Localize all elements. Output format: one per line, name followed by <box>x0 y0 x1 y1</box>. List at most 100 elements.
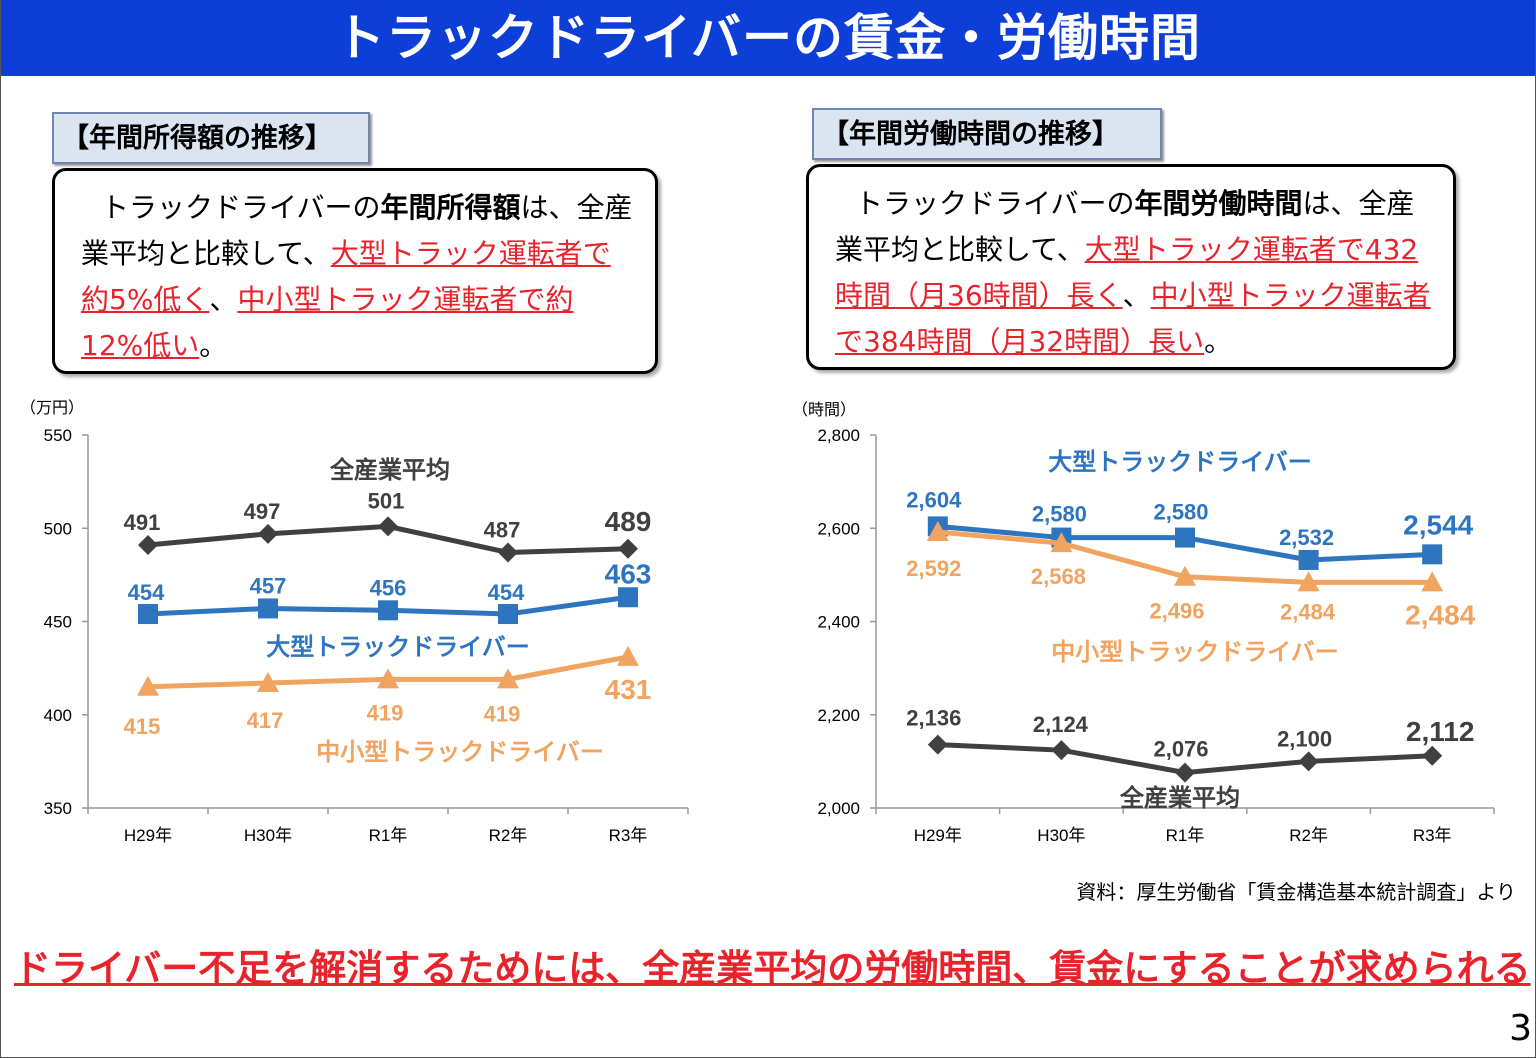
data-label: 419 <box>367 700 404 725</box>
data-label: 2,496 <box>1149 599 1204 624</box>
y-tick-label: 450 <box>44 613 72 632</box>
triangle-marker <box>1174 565 1196 586</box>
series-name-label: 中小型トラックドライバー <box>1051 639 1339 666</box>
diamond-marker <box>1051 740 1072 761</box>
right-desc-end: 。 <box>1204 325 1233 358</box>
triangle-marker <box>377 668 399 689</box>
left-section-label: 【年間所得額の推移】 <box>52 112 370 164</box>
diamond-marker <box>1422 745 1443 766</box>
left-chart-unit: （万円） <box>20 398 85 417</box>
diamond-marker <box>1298 751 1319 772</box>
data-label: 2,604 <box>906 487 962 512</box>
page-title: トラックドライバーの賃金・労働時間 <box>335 9 1201 67</box>
square-marker <box>1422 544 1443 565</box>
triangle-marker <box>1421 571 1444 592</box>
left-desc-red2: 中小型トラック運転者で約12%低い <box>81 283 574 362</box>
data-label: 2,112 <box>1406 716 1475 747</box>
triangle-marker <box>137 675 159 696</box>
square-marker <box>1298 549 1319 570</box>
series-name-label: 大型トラックドライバー <box>266 634 530 661</box>
x-tick-label: R3年 <box>609 826 648 845</box>
data-label: 417 <box>247 708 284 733</box>
y-tick-label: 2,600 <box>817 519 860 538</box>
diamond-marker <box>138 535 158 556</box>
title-bar: トラックドライバーの賃金・労働時間 <box>1 0 1535 76</box>
diamond-marker <box>1175 762 1195 783</box>
right-desc-mid: は、全産業平均と比較して、 <box>835 187 1415 266</box>
right-desc-red1: 大型トラック運転者で432時間（月36時間）長く <box>835 233 1419 312</box>
source-note: 資料：厚生労働省「賃金構造基本統計調査」より <box>1076 880 1516 904</box>
triangle-marker <box>497 668 519 689</box>
left-desc-bold: 年間所得額 <box>380 191 521 224</box>
data-label: 2,136 <box>906 706 961 731</box>
left-description-box: トラックドライバーの年間所得額は、全産業平均と比較して、大型トラック運転者で約5… <box>52 168 658 374</box>
series-name-label: 大型トラックドライバー <box>1048 449 1312 476</box>
x-tick-label: R2年 <box>489 826 528 845</box>
x-tick-label: H29年 <box>914 826 962 845</box>
x-tick-label: R2年 <box>1289 826 1328 845</box>
right-chart-unit: （時間） <box>792 400 857 419</box>
data-label: 2,580 <box>1153 500 1208 525</box>
data-label: 2,580 <box>1032 502 1087 527</box>
data-label: 491 <box>124 510 161 535</box>
series-name-label: 全産業平均 <box>1119 784 1240 812</box>
triangle-marker <box>926 520 949 541</box>
x-tick-label: R3年 <box>1413 826 1452 845</box>
diamond-marker <box>258 523 278 544</box>
series-name-label: 全産業平均 <box>329 456 450 484</box>
right-desc-red2: 中小型トラック運転者で384時間（月32時間）長い <box>835 279 1431 358</box>
square-marker <box>258 598 278 619</box>
data-label: 2,100 <box>1277 726 1332 751</box>
square-marker <box>1175 527 1195 548</box>
diamond-marker <box>618 538 638 559</box>
triangle-marker <box>257 672 279 693</box>
page-number: 3 <box>1509 1008 1532 1049</box>
data-label: 501 <box>368 488 405 513</box>
triangle-marker <box>617 645 639 666</box>
x-tick-label: R1年 <box>369 826 408 845</box>
conclusion-text: ドライバー不足を解消するためには、全産業平均の労働時間、賃金にすることが求められ… <box>14 947 1531 990</box>
data-label: 2,076 <box>1153 737 1208 762</box>
square-marker <box>138 604 158 625</box>
series-name-label: 中小型トラックドライバー <box>316 739 604 766</box>
data-label: 2,568 <box>1031 564 1086 589</box>
x-tick-label: H30年 <box>244 826 292 845</box>
data-label: 2,592 <box>906 556 961 581</box>
data-label: 415 <box>124 714 161 739</box>
data-label: 456 <box>370 575 407 600</box>
x-tick-label: H29年 <box>124 826 172 845</box>
data-label: 2,544 <box>1403 509 1473 540</box>
right-desc-bold: 年間労働時間 <box>1134 187 1303 220</box>
data-label: 457 <box>250 573 287 598</box>
data-label: 2,532 <box>1279 525 1334 550</box>
y-tick-label: 400 <box>44 706 72 725</box>
left-desc-prefix: トラックドライバーの <box>101 191 381 224</box>
data-label: 497 <box>244 499 281 524</box>
data-label: 2,124 <box>1033 712 1089 737</box>
diamond-marker <box>927 734 948 755</box>
x-tick-label: H30年 <box>1037 826 1085 845</box>
y-tick-label: 2,400 <box>817 613 860 632</box>
data-label: 419 <box>484 701 521 726</box>
square-marker <box>498 604 518 625</box>
diamond-marker <box>378 516 398 537</box>
y-tick-label: 2,800 <box>817 426 860 445</box>
left-desc-end: 。 <box>199 329 228 362</box>
right-desc-prefix: トラックドライバーの <box>855 187 1135 220</box>
diamond-marker <box>498 542 518 563</box>
data-label: 431 <box>605 674 652 705</box>
y-tick-label: 550 <box>44 426 72 445</box>
y-tick-label: 350 <box>44 799 72 818</box>
y-tick-label: 2,000 <box>817 799 860 818</box>
triangle-marker <box>1050 532 1073 553</box>
square-marker <box>618 587 638 608</box>
x-tick-label: R1年 <box>1166 826 1205 845</box>
right-section-label: 【年間労働時間の推移】 <box>812 108 1162 160</box>
triangle-marker <box>1297 571 1320 592</box>
data-label: 489 <box>605 506 652 537</box>
right-description-box: トラックドライバーの年間労働時間は、全産業平均と比較して、大型トラック運転者で4… <box>806 164 1456 370</box>
data-label: 2,484 <box>1280 599 1336 624</box>
data-label: 454 <box>128 580 165 605</box>
left-desc-sep: 、 <box>209 283 238 316</box>
left-desc-mid: は、全産業平均と比較して、 <box>81 191 633 270</box>
